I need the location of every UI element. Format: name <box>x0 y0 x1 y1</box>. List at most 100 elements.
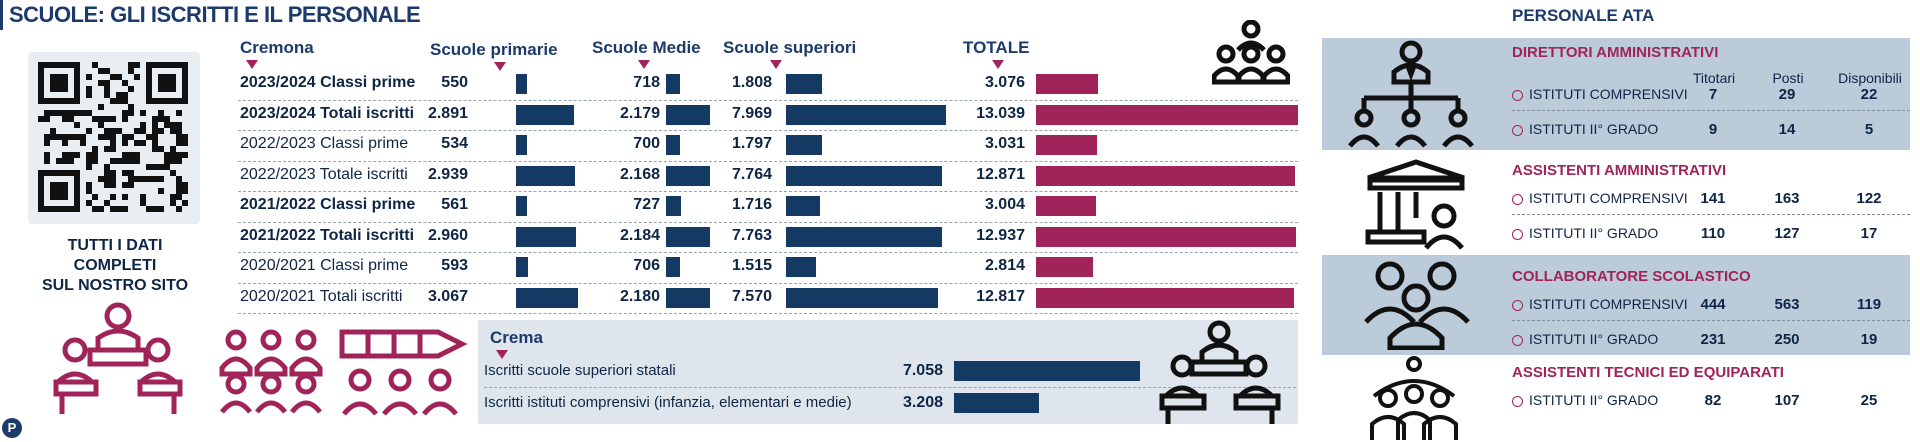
students-icon <box>219 329 323 414</box>
group-title: ASSISTENTI TECNICI ED EQUIPARATI <box>1512 364 1784 381</box>
value-label: 2.814 <box>984 257 1025 274</box>
cell-value: 82 <box>1704 392 1722 409</box>
value-label: 2.179 <box>619 104 660 122</box>
bar-superiori <box>786 287 938 308</box>
cell-value: 22 <box>1860 86 1878 103</box>
staff-group-icon <box>1370 356 1458 440</box>
bar-superiori <box>786 165 942 186</box>
bar-medie <box>666 257 681 277</box>
triangle-marker-icon <box>770 60 782 69</box>
bar-medie <box>666 165 710 186</box>
row-label-text: ISTITUTI II° GRADO <box>1529 121 1659 137</box>
row-label: ISTITUTI COMPRENSIVI <box>1512 86 1688 102</box>
bar-medie <box>666 196 681 216</box>
row-label: ISTITUTI II° GRADO <box>1512 225 1658 241</box>
cell-value: 250 <box>1774 331 1800 348</box>
bar-totale <box>1036 135 1097 155</box>
site-text-line: COMPLETI <box>73 257 157 274</box>
group-title: ASSISTENTI AMMINISTRATIVI <box>1512 162 1727 179</box>
bar-primarie <box>516 135 527 155</box>
row-label: Iscritti istituti comprensivi (infanzia,… <box>484 394 852 411</box>
bar-medie <box>666 74 681 94</box>
cell-value: 110 <box>1700 225 1726 242</box>
bar-superiori <box>786 196 821 216</box>
row-divider <box>238 130 1298 131</box>
row-label: 2021/2022 Totali iscritti <box>240 226 415 244</box>
value-label: 2.168 <box>619 165 660 183</box>
value-label: 2.180 <box>619 287 660 305</box>
classroom-icon <box>53 302 183 414</box>
pencil-students-icon <box>339 329 468 416</box>
cell-value: 563 <box>1774 296 1800 313</box>
bar-totale <box>1036 257 1093 277</box>
value-label: 727 <box>633 196 660 213</box>
row-divider <box>238 160 1298 162</box>
bar-crema <box>954 361 1140 381</box>
value-label: 550 <box>441 74 468 91</box>
crema-title: Crema <box>490 328 543 347</box>
bar-totale <box>1036 196 1097 216</box>
cell-value: 19 <box>1860 331 1878 348</box>
bar-primarie <box>516 104 575 125</box>
value-label: 13.039 <box>976 104 1025 122</box>
value-label: 3.031 <box>984 135 1025 152</box>
value-label: 534 <box>441 135 468 152</box>
bar-superiori <box>786 135 823 155</box>
value-label: 3.076 <box>984 74 1025 91</box>
org-chart-icon <box>1348 40 1474 148</box>
row-label-text: ISTITUTI COMPRENSIVI <box>1529 296 1688 312</box>
bar-totale <box>1036 104 1298 125</box>
value-label: 12.817 <box>976 287 1025 305</box>
bar-totale <box>1036 287 1294 308</box>
row-divider <box>1512 320 1910 321</box>
col-header-superiori: Scuole superiori <box>723 38 857 57</box>
value-label: 593 <box>441 257 468 274</box>
value-label: 2.939 <box>427 165 468 183</box>
logo-badge: P <box>2 418 22 438</box>
bar-primarie <box>516 196 528 216</box>
col-header-titolari: Titotari <box>1692 70 1736 86</box>
cell-value: 107 <box>1774 392 1800 409</box>
triangle-marker-icon <box>496 350 508 359</box>
row-label: ISTITUTI II° GRADO <box>1512 392 1658 408</box>
audience-icon <box>1212 20 1290 85</box>
value-label: 7.969 <box>731 104 772 122</box>
cell-value: 231 <box>1700 331 1726 348</box>
qr-code-icon[interactable] <box>28 52 200 224</box>
row-divider <box>484 387 1296 388</box>
col-header-primarie: Scuole primarie <box>430 40 558 59</box>
row-label-text: ISTITUTI COMPRENSIVI <box>1529 86 1688 102</box>
row-label: 2022/2023 Totale iscritti <box>240 165 408 183</box>
triangle-marker-icon <box>494 62 506 71</box>
site-text-line: SUL NOSTRO SITO <box>41 277 189 294</box>
value-label: 3.067 <box>427 287 468 305</box>
cell-value: 14 <box>1778 121 1796 138</box>
value-label: 2.891 <box>427 104 468 122</box>
ata-title: PERSONALE ATA <box>1512 6 1655 25</box>
page-title: SCUOLE: GLI ISCRITTI E IL PERSONALE <box>0 0 421 30</box>
bar-superiori <box>786 104 946 125</box>
row-divider <box>1512 110 1910 111</box>
row-label: ISTITUTI II° GRADO <box>1512 331 1658 347</box>
bar-superiori <box>786 226 942 247</box>
value-label: 12.937 <box>976 226 1025 244</box>
cell-value: 5 <box>1864 121 1874 138</box>
bar-medie <box>666 104 710 125</box>
radio-circle-icon <box>1512 335 1523 346</box>
cell-value: 9 <box>1708 121 1718 138</box>
radio-circle-icon <box>1512 396 1523 407</box>
ata-band <box>1322 255 1910 355</box>
value-label: 718 <box>633 74 660 91</box>
bar-medie <box>666 287 710 308</box>
courthouse-user-icon <box>1365 159 1465 250</box>
bar-crema <box>954 393 1039 413</box>
radio-circle-icon <box>1512 229 1523 240</box>
value-label: 3.208 <box>902 394 943 411</box>
value-label: 561 <box>441 196 468 213</box>
bar-primarie <box>516 287 578 308</box>
col-header-totale: TOTALE <box>963 38 1030 57</box>
cell-value: 29 <box>1778 86 1796 103</box>
col-header-medie: Scuole Medie <box>592 38 701 57</box>
value-label: 12.871 <box>976 165 1025 183</box>
row-label: ISTITUTI COMPRENSIVI <box>1512 190 1688 206</box>
